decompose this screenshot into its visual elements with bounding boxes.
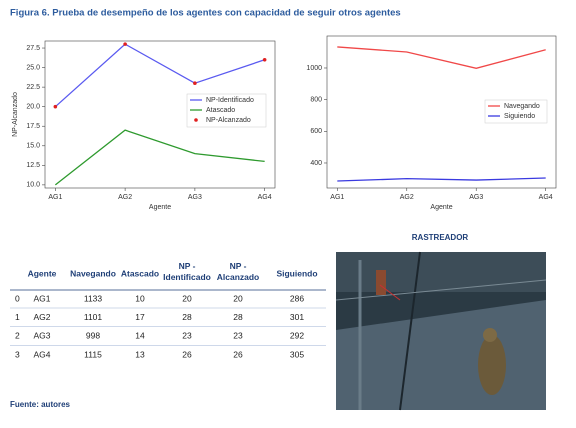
plot-frame <box>326 35 557 189</box>
source-note: Fuente: autores <box>10 400 71 409</box>
table-cell: 1133 <box>84 293 103 303</box>
table-cell: 23 <box>233 331 243 341</box>
image-caption: RASTREADOR <box>412 233 469 242</box>
table-cell: 286 <box>290 293 304 303</box>
line-series <box>54 43 265 108</box>
line-series <box>337 46 546 69</box>
y-tick-label: 17.5 <box>26 123 40 130</box>
point <box>262 57 267 62</box>
table-cell: 26 <box>182 349 192 359</box>
y-tick-label: 27.5 <box>26 45 40 52</box>
x-tick-label: AG1 <box>48 194 62 201</box>
x-tick-label: AG3 <box>469 194 483 201</box>
line-series <box>54 129 265 186</box>
table-cell: 1 <box>15 312 20 322</box>
table-cell: 10 <box>135 293 145 303</box>
table-cell: AG1 <box>33 293 50 303</box>
table-cell: AG2 <box>33 312 50 322</box>
table-cell: 3 <box>15 349 20 359</box>
line-series <box>337 177 546 182</box>
table-cell: AG3 <box>33 331 50 341</box>
table-cell: 13 <box>135 349 145 359</box>
table-cell: 23 <box>182 331 192 341</box>
y-tick-label: 20.0 <box>26 104 40 111</box>
table-cell: 1115 <box>84 349 102 359</box>
table-cell: AG4 <box>33 349 50 359</box>
table-cell: 17 <box>135 312 145 322</box>
x-axis-label: Agente <box>430 204 452 211</box>
y-tick-label: 800 <box>310 96 322 103</box>
y-tick-label: 10.0 <box>26 182 40 189</box>
x-tick-label: AG2 <box>118 194 132 201</box>
table-cell: 14 <box>135 331 145 341</box>
table-cell: 292 <box>290 331 304 341</box>
x-tick-label: AG1 <box>330 194 344 201</box>
table-cell: 28 <box>233 312 243 322</box>
legend-label: NP-Alcanzado <box>206 117 251 124</box>
point <box>53 104 58 109</box>
legend-label: Siguiendo <box>504 113 535 120</box>
table-cell: 26 <box>233 349 243 359</box>
table-header: NP -Identificado <box>163 261 211 282</box>
table-cell: 1101 <box>84 312 103 322</box>
y-tick-label: 400 <box>310 160 322 167</box>
y-tick-label: 22.5 <box>26 84 40 91</box>
legend-label: Navegando <box>504 103 540 110</box>
figure-title: Figura 6. Prueba de desempeño de los age… <box>10 8 401 19</box>
table-header: Siguiendo <box>276 268 317 278</box>
point <box>193 81 197 86</box>
x-axis-label: Agente <box>149 204 171 211</box>
legend-label: Atascado <box>206 107 235 114</box>
table-header: Atascado <box>121 268 159 278</box>
y-axis-label: NP-Alcanzado <box>12 92 19 137</box>
x-tick-label: AG4 <box>539 194 553 201</box>
table-cell: 20 <box>182 293 192 303</box>
table-cell: 998 <box>86 331 100 341</box>
x-tick-label: AG2 <box>400 194 414 201</box>
y-tick-label: 600 <box>310 128 322 135</box>
legend-label: NP-Identificado <box>206 97 254 104</box>
table-cell: 305 <box>290 349 304 359</box>
y-tick-label: 15.0 <box>26 143 40 150</box>
legend-marker <box>194 118 198 122</box>
x-tick-label: AG3 <box>188 194 202 201</box>
table-header: NP -Alcanzado <box>217 261 260 282</box>
table-header: Agente <box>28 268 57 278</box>
y-tick-label: 1000 <box>306 65 322 72</box>
table-cell: 2 <box>15 331 20 341</box>
table-header: Navegando <box>70 268 116 278</box>
y-tick-label: 12.5 <box>26 162 40 169</box>
y-tick-label: 25.0 <box>26 64 40 71</box>
plot-frame <box>44 40 276 189</box>
screenshot-image <box>335 251 547 411</box>
table-cell: 0 <box>15 293 20 303</box>
table-cell: 20 <box>233 293 243 303</box>
table-cell: 301 <box>290 312 304 322</box>
table-cell: 28 <box>182 312 192 322</box>
point <box>123 42 127 46</box>
legend-box <box>484 99 548 124</box>
x-tick-label: AG4 <box>258 194 272 201</box>
